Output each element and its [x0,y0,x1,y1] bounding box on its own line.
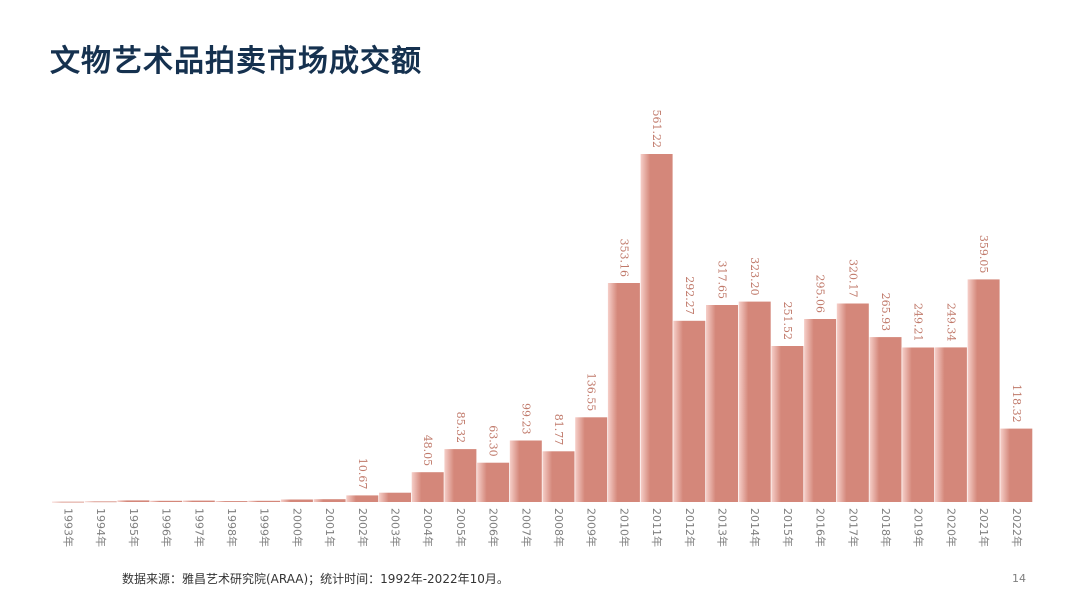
value-label-2005年: 85.32 [454,412,467,444]
source-note: 数据来源：雅昌艺术研究院(ARAA)；统计时间：1992年-2022年10月。 [122,572,509,586]
value-label-2011年: 561.22 [650,110,663,149]
category-label-2022年: 2022年 [1010,508,1024,547]
bar-2009年 [575,417,608,502]
value-label-2012年: 292.27 [683,276,696,315]
value-labels-layer: 10.67 48.05 85.32 63.30 99.23 81.77 136.55 353.… [356,110,1023,490]
bar-1997年 [182,500,215,502]
bar-2017年 [836,303,869,502]
value-label-2008年: 81.77 [552,414,565,446]
value-label-2004年: 48.05 [421,435,434,467]
category-label-2005年: 2005年 [454,508,468,547]
bar-1994年 [84,501,117,503]
bar-2020年 [934,347,967,502]
bar-2007年 [509,440,542,502]
value-label-2019年: 249.21 [912,303,925,342]
bar-2004年 [411,472,444,502]
category-label-1999年: 1999年 [258,508,272,547]
bar-2022年 [1000,428,1033,502]
category-label-2002年: 2002年 [356,508,370,547]
page-number: 14 [1012,572,1026,585]
bar-2006年 [477,462,510,502]
category-label-2016年: 2016年 [814,508,828,547]
bar-2008年 [542,451,575,502]
category-label-2004年: 2004年 [421,508,435,547]
category-label-2014年: 2014年 [748,508,762,547]
value-label-2021年: 359.05 [977,235,990,274]
category-label-2001年: 2001年 [323,508,337,547]
category-label-2007年: 2007年 [519,508,533,547]
value-label-2009年: 136.55 [585,373,598,412]
value-label-2014年: 323.20 [748,257,761,296]
value-label-2016年: 295.06 [814,275,827,314]
bars-layer [52,154,1033,503]
bar-1998年 [215,501,248,502]
bar-1995年 [117,500,150,502]
category-label-2010年: 2010年 [617,508,631,547]
category-label-1997年: 1997年 [192,508,206,547]
bar-2001年 [313,499,346,502]
category-label-2015年: 2015年 [781,508,795,547]
category-label-2009年: 2009年 [585,508,599,547]
category-labels-layer: 1993年 1994年 1995年 1996年 1997年 1998年 1999年 2000年… [62,508,1024,547]
value-label-2022年: 118.32 [1010,384,1023,423]
bar-2018年 [869,337,902,502]
bar-2015年 [771,346,804,502]
bar-1999年 [248,500,281,502]
value-label-2013年: 317.65 [716,261,729,300]
bar-2014年 [738,301,771,502]
category-label-2006年: 2006年 [487,508,501,547]
category-label-2017年: 2017年 [846,508,860,547]
category-label-2019年: 2019年 [912,508,926,547]
category-label-1993年: 1993年 [62,508,76,547]
bar-2019年 [902,347,935,502]
category-label-1995年: 1995年 [127,508,141,547]
value-label-2018年: 265.93 [879,293,892,332]
category-label-2018年: 2018年 [879,508,893,547]
bar-2003年 [379,492,411,502]
category-label-2008年: 2008年 [552,508,566,547]
page-title: 文物艺术品拍卖市场成交额 [50,44,422,79]
bar-2010年 [607,283,640,502]
bar-1996年 [150,500,183,502]
category-label-2011年: 2011年 [650,508,664,547]
value-label-2006年: 63.30 [487,425,500,457]
value-label-2002年: 10.67 [356,458,369,490]
category-label-2013年: 2013年 [716,508,730,547]
category-label-2000年: 2000年 [290,508,304,547]
value-label-2015年: 251.52 [781,302,794,341]
category-label-1998年: 1998年 [225,508,239,547]
bar-2005年 [444,449,477,502]
bar-2000年 [280,499,313,502]
category-label-2020年: 2020年 [944,508,958,547]
value-label-2020年: 249.34 [944,303,957,342]
bar-2012年 [673,320,706,502]
bar-2016年 [804,319,837,502]
bar-2021年 [967,279,1000,502]
bar-1993年 [52,501,84,503]
category-label-2021年: 2021年 [977,508,991,547]
category-label-1996年: 1996年 [160,508,174,547]
bar-2011年 [640,154,673,502]
value-label-2007年: 99.23 [519,403,532,435]
category-label-2003年: 2003年 [389,508,403,547]
value-label-2010年: 353.16 [617,239,630,278]
category-label-1994年: 1994年 [94,508,108,547]
value-label-2017年: 320.17 [846,259,859,298]
category-label-2012年: 2012年 [683,508,697,547]
bar-2002年 [346,495,379,502]
bar-2013年 [706,305,738,502]
